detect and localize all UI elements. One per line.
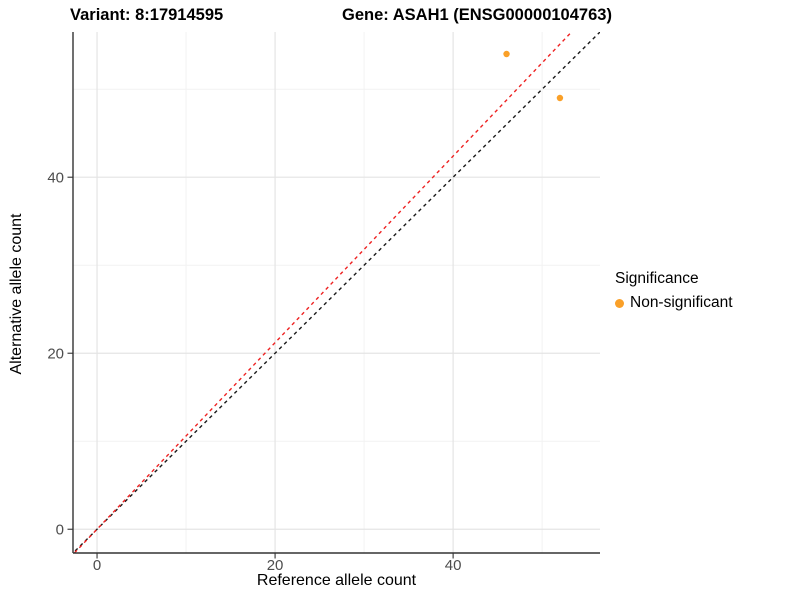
legend-point-swatch — [615, 298, 624, 308]
y-tick-label: 0 — [56, 521, 64, 538]
x-axis-title: Reference allele count — [256, 572, 417, 589]
variant-title: Variant: 8:17914595 — [70, 6, 224, 24]
allelic-ratio-line — [73, 32, 573, 553]
identity-line — [73, 32, 600, 553]
legend: Significance Non-significant — [615, 270, 733, 314]
gene-title: Gene: ASAH1 (ENSG00000104763) — [342, 6, 612, 24]
legend-title: Significance — [615, 270, 699, 287]
y-axis-title: Alternative allele count — [8, 213, 25, 375]
y-tick-label: 40 — [47, 169, 64, 186]
data-point — [503, 50, 510, 58]
legend-item: Non-significant — [615, 292, 733, 314]
legend-item-label: Non-significant — [630, 294, 733, 311]
x-tick-label: 40 — [445, 557, 462, 574]
legend-items: Non-significant — [615, 292, 733, 314]
data-point — [556, 94, 564, 102]
x-tick-label: 0 — [93, 557, 101, 574]
y-tick-label: 20 — [47, 345, 64, 362]
x-tick-label: 20 — [267, 557, 284, 574]
